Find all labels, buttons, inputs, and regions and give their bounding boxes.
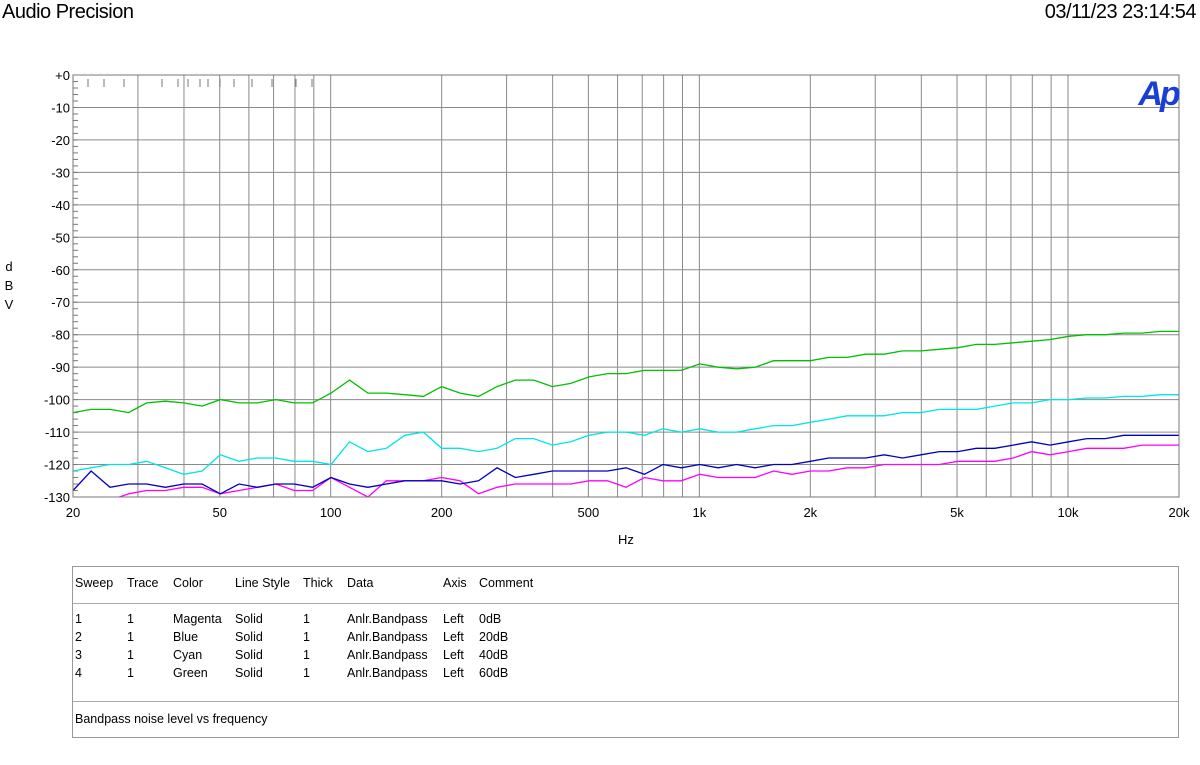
x-tick-label: 50: [212, 505, 226, 520]
y-tick-labels: +0 -10 -20 -30 -40 -50 -60 -70 -80 -90 -100 -110 -12…: [44, 68, 70, 505]
chart: +0 -10 -20 -30 -40 -50 -60 -70 -80 -90 -100 -110 -12…: [5, 68, 1190, 547]
legend-header-cell: Axis: [443, 576, 467, 590]
series-line-cyan: [73, 394, 1179, 475]
y-tick-label: +0: [55, 68, 70, 83]
legend-header-cell: Line Style: [235, 576, 290, 590]
legend-header-cell: Thick: [303, 576, 333, 590]
legend-row: 4 1 Green Solid 1 Anlr.Bandpass Left 60dB: [73, 666, 1178, 684]
legend-cell: Solid: [235, 648, 263, 662]
legend-row: 2 1 Blue Solid 1 Anlr.Bandpass Left 20dB: [73, 630, 1178, 648]
legend-divider: [73, 603, 1178, 604]
grid-lines: [73, 74, 1179, 498]
series-line-blue: [73, 434, 1179, 495]
y-axis-label-char: d: [5, 259, 12, 274]
legend-cell: 1: [75, 612, 82, 626]
legend-cell: Left: [443, 612, 464, 626]
y-tick-label: -20: [51, 133, 70, 148]
legend-cell: 20dB: [479, 630, 509, 644]
plot-frame: [72, 74, 1180, 498]
legend-cell: 40dB: [479, 648, 509, 662]
x-tick-label: 20k: [1169, 505, 1190, 520]
y-tick-label: -40: [51, 198, 70, 213]
legend-cell: Left: [443, 648, 464, 662]
y-tick-label: -10: [51, 100, 70, 115]
y-minor-ticks: [73, 74, 78, 498]
x-tick-label: 200: [431, 505, 453, 520]
x-tick-label: 1k: [692, 505, 706, 520]
y-tick-label: -110: [45, 425, 70, 440]
legend-header-cell: Trace: [127, 576, 159, 590]
legend-table: Sweep Trace Color Line Style Thick Data Axis Co…: [72, 566, 1179, 738]
legend-cell: Blue: [173, 630, 199, 644]
legend-cell: 60dB: [479, 666, 509, 680]
legend-cell: Anlr.Bandpass: [347, 630, 428, 644]
y-tick-label: -50: [51, 230, 70, 245]
x-tick-label: 2k: [803, 505, 817, 520]
x-tick-label: 20: [66, 505, 80, 520]
legend-cell: Solid: [235, 630, 263, 644]
y-tick-label: -70: [51, 295, 70, 310]
legend-cell: 1: [303, 630, 310, 644]
x-tick-label: 5k: [950, 505, 964, 520]
y-tick-label: -60: [51, 263, 70, 278]
x-tick-label: 10k: [1058, 505, 1079, 520]
y-tick-label: -90: [51, 360, 70, 375]
legend-row: 1 1 Magenta Solid 1 Anlr.Bandpass Left 0dB: [73, 612, 1178, 630]
x-tick-label: 100: [320, 505, 342, 520]
legend-cell: Green: [173, 666, 208, 680]
legend-cell: Magenta: [173, 612, 222, 626]
x-axis-label: Hz: [618, 532, 634, 547]
legend-header-row: Sweep Trace Color Line Style Thick Data Axis Co…: [73, 576, 1178, 594]
legend-cell: 1: [127, 630, 134, 644]
legend-cell: Anlr.Bandpass: [347, 612, 428, 626]
top-decoration-ticks: [87, 79, 313, 87]
legend-cell: 2: [75, 630, 82, 644]
y-tick-label: -130: [44, 490, 70, 505]
y-tick-label: -30: [51, 165, 70, 180]
y-axis-label: dBV: [5, 259, 14, 312]
x-tick-labels: 20 50 100 200 500 1k 2k 5k 10k 20k: [66, 505, 1190, 520]
legend-cell: Cyan: [173, 648, 203, 662]
y-axis-label-char: B: [5, 278, 14, 293]
legend-cell: 1: [303, 666, 310, 680]
legend-cell: Left: [443, 630, 464, 644]
legend-header-cell: Data: [347, 576, 374, 590]
legend-cell: Left: [443, 666, 464, 680]
legend-header-cell: Sweep: [75, 576, 114, 590]
legend-header-cell: Color: [173, 576, 203, 590]
legend-row: 3 1 Cyan Solid 1 Anlr.Bandpass Left 40dB: [73, 648, 1178, 666]
y-tick-label: -120: [44, 458, 70, 473]
legend-cell: 0dB: [479, 612, 502, 626]
legend-cell: 3: [75, 648, 82, 662]
y-tick-label: -80: [51, 328, 70, 343]
legend-cell: 1: [127, 666, 134, 680]
app-title: Audio Precision: [2, 1, 134, 23]
legend-header-cell: Comment: [479, 576, 534, 590]
ap-logo: Ap: [1137, 75, 1180, 113]
timestamp: 03/11/23 23:14:54: [1044, 1, 1197, 23]
legend-cell: Anlr.Bandpass: [347, 666, 428, 680]
legend-comment: Bandpass noise level vs frequency: [75, 712, 268, 726]
legend-cell: 1: [303, 648, 310, 662]
legend-cell: 1: [127, 612, 134, 626]
legend-divider-bottom: [73, 701, 1178, 702]
legend-rows: 1 1 Magenta Solid 1 Anlr.Bandpass Left 0dB 2 1 Blu…: [73, 612, 1178, 684]
series-line-magenta: [117, 444, 1179, 497]
y-tick-label: -100: [44, 393, 70, 408]
legend-cell: Anlr.Bandpass: [347, 648, 428, 662]
legend-cell: 4: [75, 666, 82, 680]
legend-cell: Solid: [235, 612, 263, 626]
legend-cell: Solid: [235, 666, 263, 680]
y-axis-label-char: V: [5, 297, 14, 312]
x-tick-label: 500: [578, 505, 600, 520]
series-line-green: [73, 330, 1179, 414]
legend-cell: 1: [303, 612, 310, 626]
legend-cell: 1: [127, 648, 134, 662]
series-lines: [73, 330, 1179, 497]
